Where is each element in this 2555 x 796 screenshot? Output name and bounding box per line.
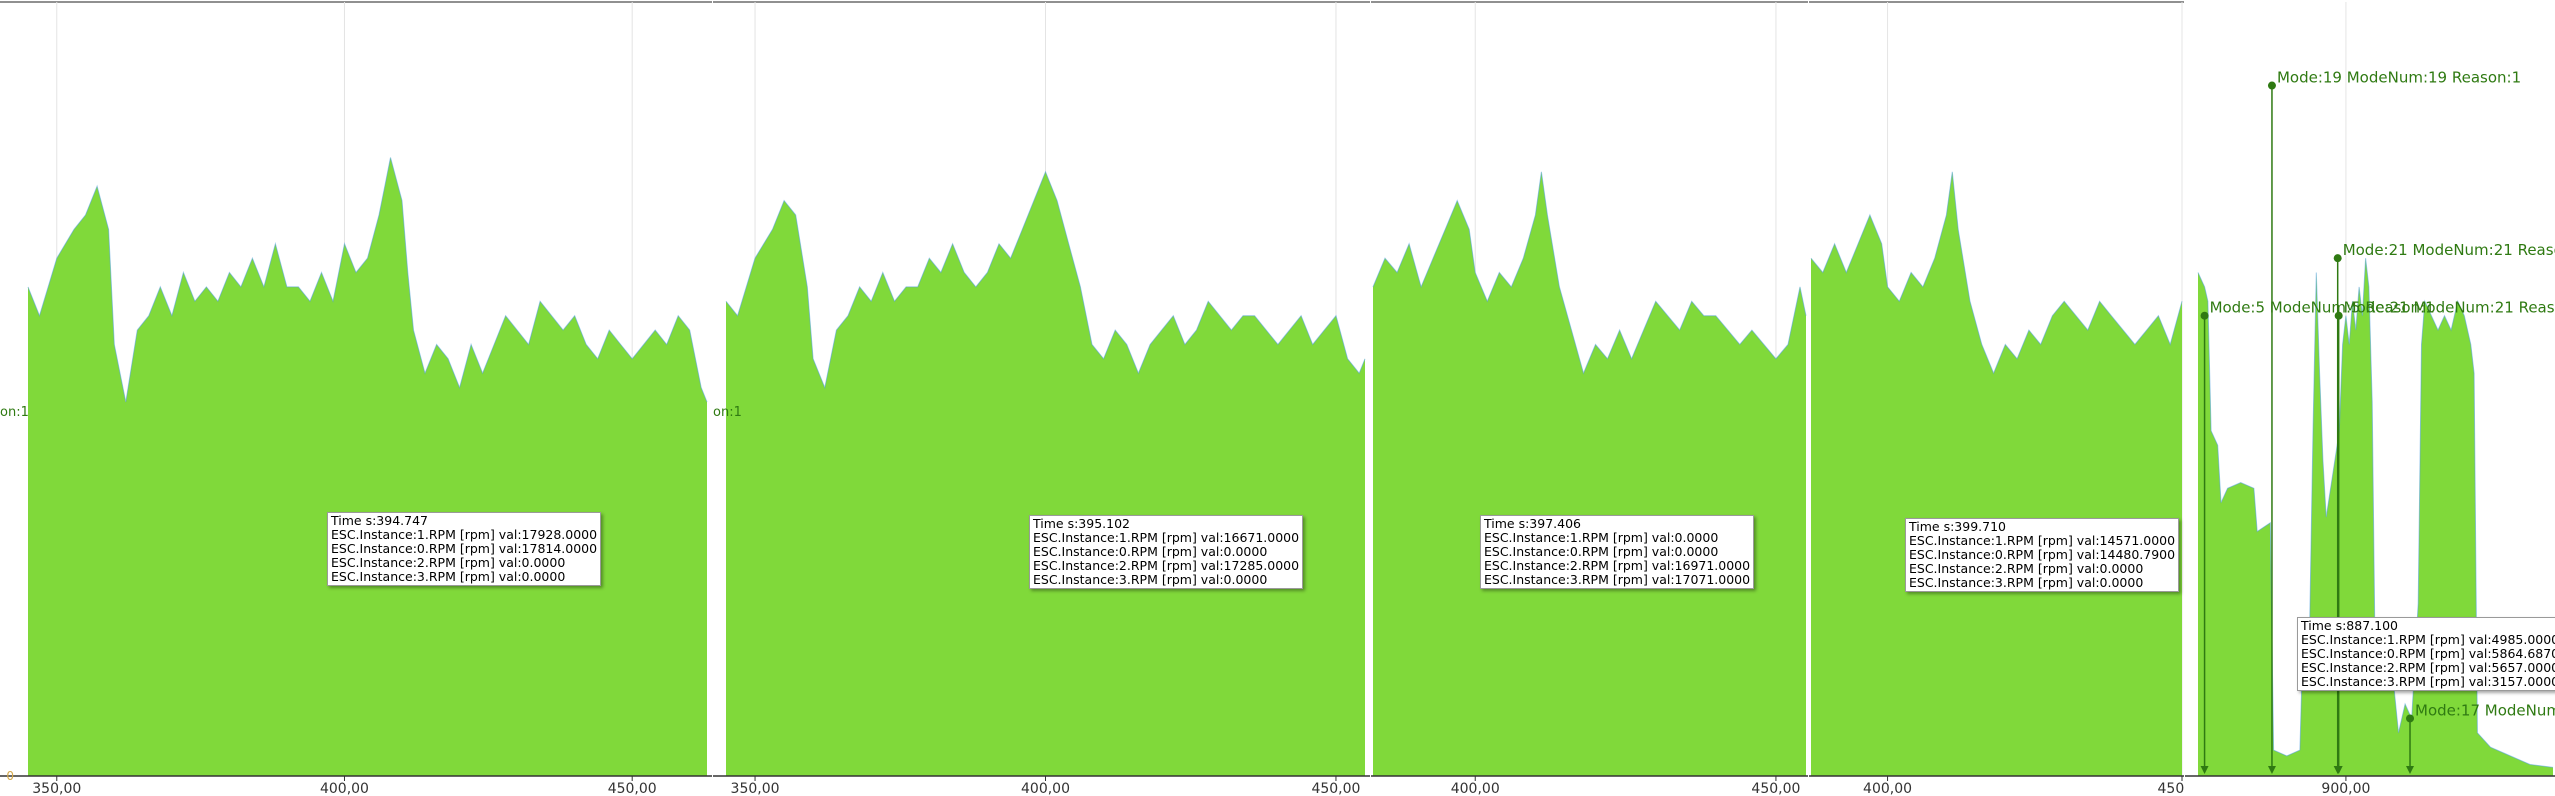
chart-panel-4[interactable]: 400,00 450,00 Time s:399.710 ESC.Instance… [1809, 0, 2184, 796]
x-tick-label: 350,00 [32, 781, 81, 796]
tooltip-time: Time s:887.100 [2301, 618, 2398, 633]
tooltip-line: ESC.Instance:3.RPM [rpm] val:3157.0000 [2301, 674, 2555, 689]
chart-panel-1[interactable]: 350,00 400,00 450,00 0 on:1 Time s:394.747 E… [0, 0, 712, 796]
rpm-line [1372, 171, 1807, 375]
chart-panel-2[interactable]: 350,00 400,00 450,00 on:1 Time s:395.102 ES… [713, 0, 1370, 796]
mode-marker-label: Mode:5 ModeNum:5 Reason:1 [2210, 299, 2435, 317]
mode-marker-dot [2334, 311, 2343, 320]
x-tick-label: 450,00 [608, 781, 657, 796]
mode-marker-arrow [2267, 766, 2276, 774]
tooltip-time: Time s:397.406 [1484, 516, 1581, 531]
x-tick-label: 450,00 [1311, 781, 1360, 796]
tooltip-line: ESC.Instance:2.RPM [rpm] val:16971.0000 [1484, 558, 1751, 573]
tooltip-line: ESC.Instance:0.RPM [rpm] val:14480.7900 [1909, 547, 2176, 562]
y-tick-label: 0 [6, 769, 14, 783]
tooltip-line: ESC.Instance:0.RPM [rpm] val:0.0000 [1033, 544, 1268, 559]
tooltip-line: ESC.Instance:1.RPM [rpm] val:4985.0000 [2301, 632, 2555, 647]
x-tick-label: 450,00 [2158, 781, 2185, 796]
tooltip-line: ESC.Instance:1.RPM [rpm] val:16671.0000 [1033, 530, 1300, 545]
rpm-line [1810, 171, 2183, 375]
tooltip-time: Time s:395.102 [1033, 516, 1130, 531]
chart-svg-3: 400,00 450,00 [1371, 1, 1808, 796]
x-tick-label: 350,00 [731, 781, 780, 796]
mode-marker-arrow [2200, 766, 2209, 774]
chart-panel-3[interactable]: 400,00 450,00 Time s:397.406 ESC.Instance… [1371, 0, 1808, 796]
rpm-line [27, 157, 708, 403]
chart-svg-4: 400,00 450,00 [1809, 1, 2185, 796]
mode-marker-label: Mode:21 ModeNum:21 Reason: [2343, 241, 2555, 259]
tooltip-line: ESC.Instance:3.RPM [rpm] val:0.0000 [1909, 575, 2144, 590]
x-tick-label: 400,00 [1021, 781, 1070, 796]
tooltip-line: ESC.Instance:2.RPM [rpm] val:0.0000 [331, 555, 566, 570]
rpm-area [2198, 258, 2553, 776]
mode-marker-arrow [2406, 766, 2415, 774]
tooltip-line: ESC.Instance:0.RPM [rpm] val:0.0000 [1484, 544, 1719, 559]
mode-marker-label: Mode:21 ModeNum:21 Reason: [2344, 299, 2555, 317]
tooltip-line: ESC.Instance:3.RPM [rpm] val:0.0000 [331, 569, 566, 584]
mode-marker-dot [2333, 254, 2342, 263]
tooltip-line: ESC.Instance:2.RPM [rpm] val:17285.0000 [1033, 558, 1300, 573]
tooltip-line: ESC.Instance:0.RPM [rpm] val:17814.0000 [331, 541, 598, 556]
side-text: on:1 [713, 405, 742, 420]
tooltip-line: ESC.Instance:1.RPM [rpm] val:14571.0000 [1909, 533, 2176, 548]
tooltip-time: Time s:394.747 [331, 513, 428, 528]
tooltip-line: ESC.Instance:2.RPM [rpm] val:0.0000 [1909, 561, 2144, 576]
x-tick-label: 400,00 [1863, 781, 1912, 796]
value-tooltip-4: Time s:399.710 ESC.Instance:1.RPM [rpm] … [1905, 518, 2180, 592]
tooltip-line: ESC.Instance:3.RPM [rpm] val:0.0000 [1033, 572, 1268, 587]
value-tooltip-2: Time s:395.102 ESC.Instance:1.RPM [rpm] … [1029, 515, 1304, 589]
value-tooltip-3: Time s:397.406 ESC.Instance:1.RPM [rpm] … [1480, 515, 1755, 589]
tooltip-line: ESC.Instance:1.RPM [rpm] val:0.0000 [1484, 530, 1719, 545]
mode-marker-label: Mode:17 ModeNum:17 Reason:1 [2415, 701, 2555, 719]
rpm-area [28, 157, 707, 776]
tooltip-line: ESC.Instance:2.RPM [rpm] val:5657.0000 [2301, 660, 2555, 675]
chart-panel-5[interactable]: 900,00 Mode:5 ModeNum:5 Reason:1 Mode:19 M… [2185, 0, 2555, 796]
x-tick-label: 900,00 [2321, 781, 2370, 796]
x-tick-label: 450,00 [1751, 781, 1800, 796]
x-tick-label: 400,00 [320, 781, 369, 796]
rpm-area [726, 171, 1365, 777]
rpm-area [1373, 171, 1806, 777]
tooltip-line: ESC.Instance:0.RPM [rpm] val:5864.6870 [2301, 646, 2555, 661]
rpm-line [2197, 258, 2554, 768]
rpm-line [725, 170, 1366, 390]
mode-marker-dot [2267, 81, 2276, 90]
x-tick-label: 400,00 [1451, 781, 1500, 796]
chart-svg-2: 350,00 400,00 450,00 on:1 [713, 1, 1370, 796]
mode-marker-dot [2200, 311, 2209, 320]
side-text: on:1 [0, 405, 29, 420]
mode-marker-dot [2406, 714, 2415, 723]
value-tooltip-1: Time s:394.747 ESC.Instance:1.RPM [rpm] … [327, 512, 602, 586]
tooltip-line: ESC.Instance:1.RPM [rpm] val:17928.0000 [331, 527, 598, 542]
chart-svg-1: 350,00 400,00 450,00 0 on:1 [0, 1, 712, 796]
mode-marker-arrow [2334, 766, 2343, 774]
mode-marker-label: Mode:19 ModeNum:19 Reason:1 [2277, 69, 2521, 87]
tooltip-time: Time s:399.710 [1909, 519, 2006, 534]
rpm-area [1811, 171, 2182, 777]
tooltip-line: ESC.Instance:3.RPM [rpm] val:17071.0000 [1484, 572, 1751, 587]
value-tooltip-5: Time s:887.100 ESC.Instance:1.RPM [rpm] … [2297, 617, 2555, 691]
